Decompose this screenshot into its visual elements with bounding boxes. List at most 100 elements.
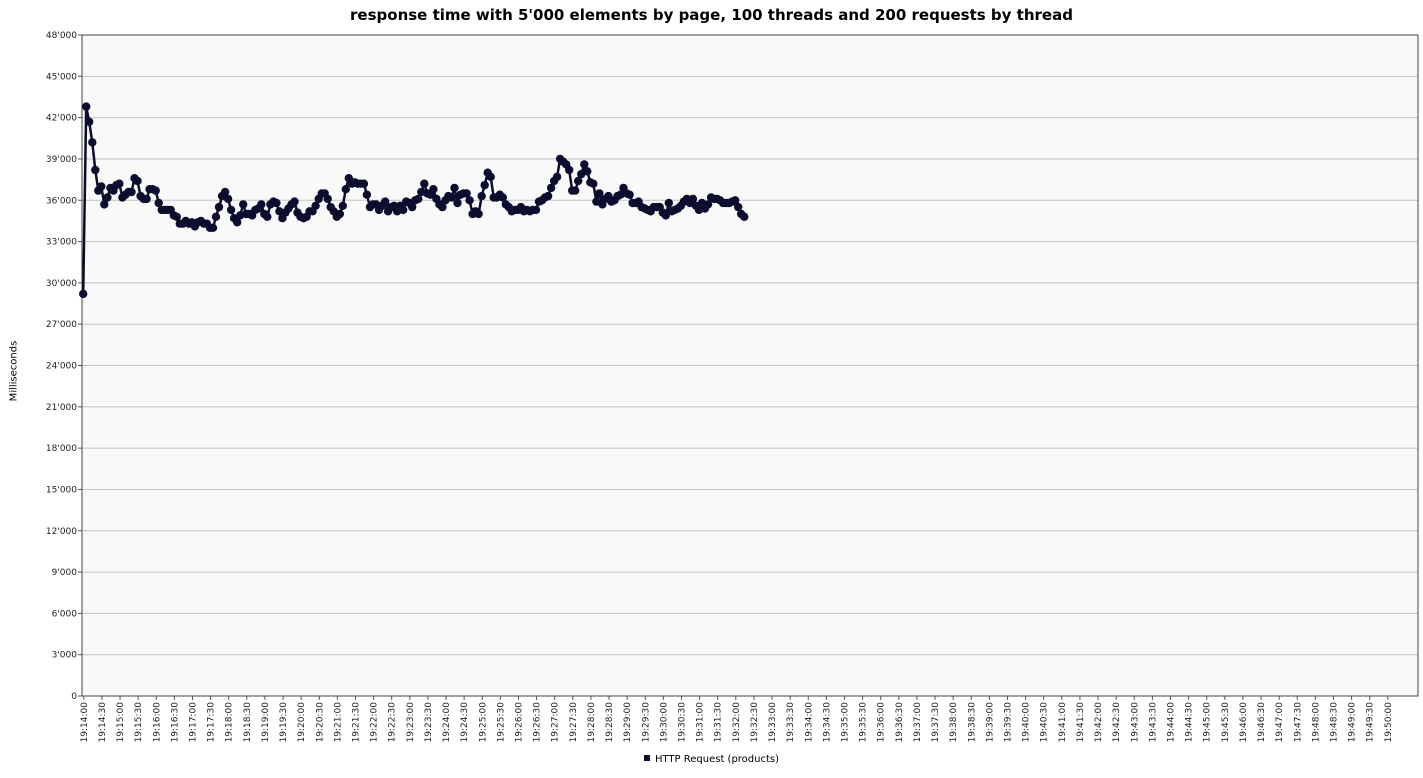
data-point bbox=[223, 194, 233, 204]
y-tick-label: 42'000 bbox=[46, 114, 77, 124]
x-tick-label: 19:25:30 bbox=[496, 702, 506, 743]
legend: HTTP Request (products) bbox=[0, 754, 1423, 765]
x-tick-label: 19:35:00 bbox=[840, 702, 850, 743]
x-tick-label: 19:33:30 bbox=[786, 702, 796, 743]
x-tick-label: 19:34:00 bbox=[804, 702, 814, 743]
data-point bbox=[79, 289, 88, 299]
data-point bbox=[362, 190, 372, 199]
x-tick-label: 19:30:00 bbox=[659, 702, 669, 743]
x-tick-label: 19:49:00 bbox=[1348, 702, 1358, 743]
x-tick-label: 19:18:00 bbox=[225, 702, 235, 743]
x-tick-label: 19:32:00 bbox=[732, 702, 742, 743]
y-tick-label: 3'000 bbox=[52, 651, 78, 661]
data-point bbox=[226, 205, 236, 215]
data-point bbox=[380, 197, 390, 206]
data-point bbox=[88, 138, 97, 147]
x-tick-label: 19:21:30 bbox=[351, 702, 361, 743]
x-tick-label: 19:35:30 bbox=[859, 702, 869, 743]
data-point bbox=[552, 172, 562, 181]
x-tick-label: 19:26:00 bbox=[514, 702, 524, 743]
x-tick-label: 19:19:00 bbox=[261, 702, 271, 743]
data-point bbox=[263, 212, 272, 221]
data-point bbox=[734, 202, 743, 212]
data-point bbox=[664, 198, 673, 208]
x-tick-label: 19:46:30 bbox=[1257, 702, 1267, 743]
plot-frame bbox=[81, 34, 1419, 697]
data-point bbox=[589, 179, 598, 188]
data-point bbox=[408, 202, 417, 212]
data-point bbox=[97, 182, 106, 191]
data-point bbox=[257, 200, 266, 209]
data-point bbox=[688, 194, 698, 204]
x-tick-label: 19:22:30 bbox=[388, 702, 398, 743]
data-point bbox=[290, 197, 299, 206]
x-tick-label: 19:14:00 bbox=[80, 702, 90, 743]
x-tick-label: 19:34:30 bbox=[822, 702, 832, 743]
x-tick-label: 19:47:30 bbox=[1293, 702, 1303, 743]
y-tick-label: 45'000 bbox=[46, 72, 77, 82]
x-tick-label: 19:23:00 bbox=[406, 702, 416, 743]
x-tick-label: 19:24:00 bbox=[442, 702, 452, 743]
data-point bbox=[546, 183, 556, 193]
data-point bbox=[359, 179, 369, 188]
x-tick-label: 19:47:00 bbox=[1275, 702, 1285, 743]
y-tick-label: 21'000 bbox=[46, 403, 77, 413]
x-tick-label: 19:41:30 bbox=[1076, 702, 1086, 743]
data-point bbox=[447, 193, 456, 202]
data-point bbox=[571, 186, 580, 195]
x-tick-label: 19:45:30 bbox=[1221, 702, 1231, 743]
x-tick-label: 19:26:30 bbox=[533, 702, 543, 743]
x-tick-label: 19:28:30 bbox=[605, 702, 615, 743]
data-point bbox=[595, 189, 604, 198]
y-tick-label: 9'000 bbox=[52, 568, 78, 578]
data-point bbox=[414, 194, 423, 204]
data-point bbox=[85, 117, 94, 127]
data-point bbox=[399, 205, 408, 215]
data-point bbox=[154, 198, 163, 208]
x-tick-label: 19:41:00 bbox=[1058, 702, 1068, 743]
x-tick-label: 19:50:00 bbox=[1384, 702, 1394, 743]
data-point bbox=[91, 165, 100, 175]
data-point bbox=[731, 196, 740, 205]
x-tick-label: 19:49:30 bbox=[1366, 702, 1376, 743]
legend-swatch bbox=[643, 755, 650, 761]
data-point bbox=[703, 200, 713, 209]
data-point bbox=[429, 185, 438, 194]
data-point bbox=[115, 179, 124, 188]
data-point bbox=[211, 212, 221, 221]
data-point bbox=[272, 198, 281, 208]
x-tick-label: 19:22:00 bbox=[370, 702, 380, 743]
y-tick-label: 48'000 bbox=[46, 31, 77, 41]
data-point bbox=[740, 212, 749, 221]
y-tick-label: 30'000 bbox=[46, 279, 77, 289]
data-point bbox=[465, 196, 474, 205]
data-point bbox=[531, 205, 541, 215]
x-tick-label: 19:39:00 bbox=[985, 702, 995, 743]
x-tick-label: 19:37:30 bbox=[931, 702, 941, 743]
data-point bbox=[565, 165, 574, 175]
x-tick-label: 19:44:00 bbox=[1166, 702, 1176, 743]
data-point bbox=[462, 189, 471, 198]
legend-label: HTTP Request (products) bbox=[654, 754, 780, 765]
x-tick-label: 19:44:30 bbox=[1185, 702, 1195, 743]
data-point bbox=[311, 201, 320, 210]
data-point bbox=[214, 202, 224, 212]
x-tick-label: 19:46:00 bbox=[1239, 702, 1249, 743]
x-tick-label: 19:43:30 bbox=[1148, 702, 1158, 743]
data-point bbox=[580, 160, 589, 169]
x-tick-label: 19:45:00 bbox=[1203, 702, 1213, 743]
x-tick-label: 19:29:30 bbox=[641, 702, 651, 743]
data-point bbox=[543, 191, 553, 201]
y-tick-label: 36'000 bbox=[46, 196, 77, 206]
x-tick-label: 19:33:00 bbox=[768, 702, 778, 743]
y-tick-label: 18'000 bbox=[46, 444, 77, 454]
y-tick-label: 0 bbox=[71, 692, 77, 702]
x-tick-label: 19:27:00 bbox=[551, 702, 561, 743]
data-point bbox=[127, 187, 136, 197]
y-tick-label: 15'000 bbox=[46, 485, 77, 495]
data-point bbox=[480, 180, 489, 190]
data-point bbox=[103, 193, 112, 202]
x-tick-label: 19:21:00 bbox=[333, 702, 343, 743]
x-tick-label: 19:43:00 bbox=[1130, 702, 1140, 743]
